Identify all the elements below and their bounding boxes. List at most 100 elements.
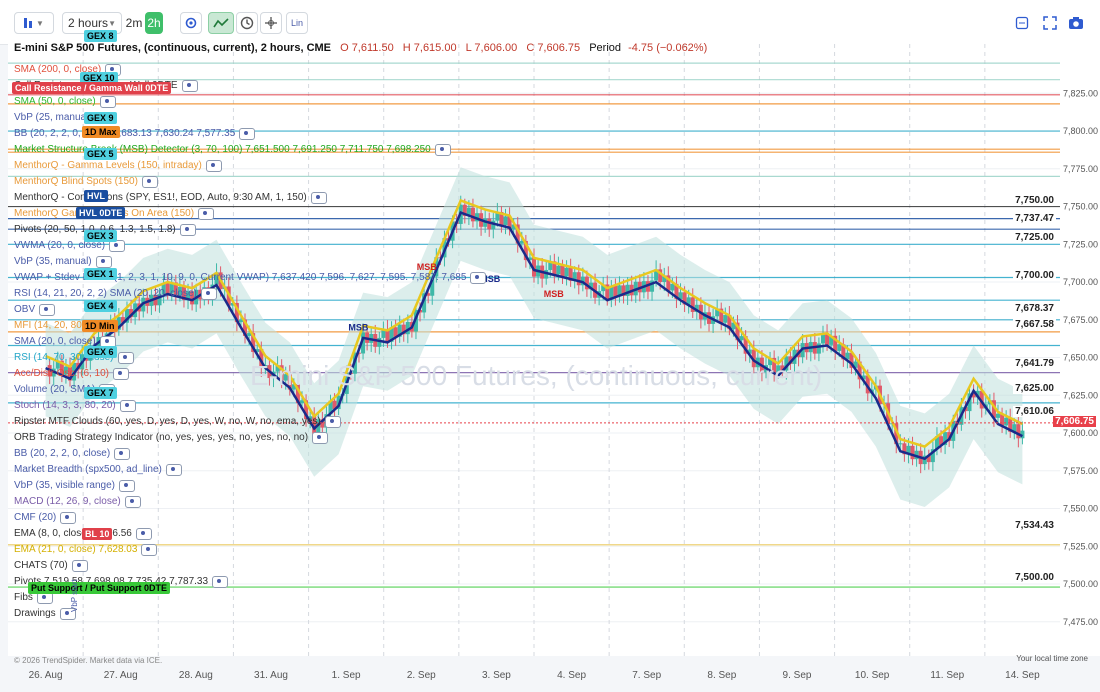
eye-icon[interactable] [135,528,152,540]
x-tick-label: 7. Sep [632,670,661,681]
y-tick-label: 7,650.00 [1063,353,1098,363]
eye-icon[interactable] [99,336,116,348]
eye-icon[interactable] [165,464,182,476]
eye-icon[interactable] [99,96,116,108]
clock-icon [240,16,254,30]
candle-body [499,211,504,226]
eye-icon[interactable] [212,576,229,588]
eye-icon[interactable] [239,128,256,140]
candle-body [165,282,170,294]
settings-button[interactable] [180,12,202,34]
eye-icon[interactable] [119,400,136,412]
eye-icon[interactable] [95,256,112,268]
eye-icon[interactable] [141,544,158,556]
legend-item[interactable]: Pivots (20, 50, 1.0, 0.6, 1.3, 1.5, 1.8) [14,222,486,238]
eye-icon[interactable] [181,80,198,92]
candle-body [898,443,903,445]
indicators-button[interactable] [208,12,234,34]
eye-icon[interactable] [39,304,56,316]
candle-body [833,335,838,351]
candle-body [308,416,313,420]
legend-label: Stoch (14, 3, 3, 80, 20) [14,400,116,411]
legend-item[interactable]: SMA (20, 0, close) [14,334,486,350]
legend-item[interactable]: SMA (50, 0, close) [14,94,486,110]
fullscreen-button[interactable] [1040,12,1060,34]
legend-item[interactable]: EMA (8, 0, close) 7,616.56 [14,526,486,542]
quick-interval-2m[interactable]: 2m [124,12,144,34]
legend-item[interactable]: CHATS (70) [14,558,486,574]
snapshot-button[interactable] [1066,12,1086,34]
eye-icon[interactable] [109,240,126,252]
legend-item[interactable]: RSI (14, 21, 20, 2, 2) SMA (20, 20, clos… [14,286,486,302]
eye-icon[interactable] [71,560,88,572]
legend-item[interactable]: BB (20, 2, 2, 0, close) [14,446,486,462]
eye-icon[interactable] [117,352,134,364]
candle-body [462,204,467,216]
price-chart[interactable]: 7,825.00 7,800.00 7,775.00 7,750.00 7,725.00… [0,44,1100,692]
candle-body [934,436,939,450]
legend-item[interactable]: BB (20, 2, 2, 0, close) 7,683.13 7,630.2… [14,126,486,142]
candle-body [304,400,309,420]
candle-body [658,269,663,283]
chart-type-button[interactable]: ▼ [14,12,54,34]
eye-icon[interactable] [60,512,77,524]
eye-icon[interactable] [205,160,222,172]
legend-item[interactable]: VbP (35, visible range) [14,478,486,494]
eye-icon[interactable] [312,432,329,444]
eye-icon[interactable] [113,368,130,380]
y-axis-background [1060,44,1100,656]
eye-icon[interactable] [124,496,141,508]
eye-icon[interactable] [198,208,215,220]
candle-body [617,285,622,297]
candle-body [576,272,581,286]
candle-body [556,265,561,275]
current-price-tag: 7,606.75 [1053,415,1096,427]
legend-item[interactable]: ORB Trading Strategy Indicator (no, yes,… [14,430,486,446]
legend-item[interactable]: CMF (20) [14,510,486,526]
candle-body [666,275,671,291]
crosshair-button[interactable] [260,12,282,34]
legend-item[interactable]: Pivots 7,519.58 7,698.08 7,735.42 7,787.… [14,574,486,590]
x-tick-label: 28. Aug [179,670,213,681]
legend-item[interactable]: Market Structure Break (MSB) Detector (3… [14,142,486,158]
eye-icon[interactable] [200,288,217,300]
legend-label: BB (20, 2, 2, 0, close) 7,683.13 7,630.2… [14,128,236,139]
legend-item[interactable]: Acc/Distr Osc. (6, 10) [14,366,486,382]
candle-body [971,393,976,398]
legend-item[interactable]: MenthorQ Blind Spots (150) [14,174,486,190]
legend-item[interactable]: Drawings [14,606,486,622]
candle-body [996,413,1001,418]
time-button[interactable] [236,12,258,34]
legend-item[interactable]: Market Breadth (spx500, ad_line) [14,462,486,478]
legend-item[interactable]: MenthorQ - Gamma Levels (150, intraday) [14,158,486,174]
legend-item[interactable]: EMA (21, 0, close) 7,628.03 [14,542,486,558]
legend-item[interactable]: OBV [14,302,486,318]
legend-item[interactable]: VWAP + Stdev Bands (1, 2, 3, 1, 10, 9, 0… [14,270,487,286]
candle-body [405,322,410,335]
eye-icon[interactable] [141,176,158,188]
eye-icon[interactable] [310,192,327,204]
ohlc-close: C 7,606.75 [526,42,581,54]
quick-interval-2h[interactable]: 2h [145,12,163,34]
legend-label: SMA (50, 0, close) [14,96,96,107]
lin-scale-button[interactable]: Lin [286,12,308,34]
line-chart-icon [213,18,229,28]
eye-icon[interactable] [114,448,131,460]
legend-item[interactable]: VWMA (20, 0, close) [14,238,486,254]
legend-item[interactable]: MenthorQ - Conversions (SPY, ES1!, EOD, … [14,190,486,206]
legend-item[interactable]: MACD (12, 26, 9, close) [14,494,486,510]
legend-item[interactable]: RSI (14, 70, 30, close) [14,350,486,366]
eye-icon[interactable] [324,416,341,428]
auto-scale-button[interactable] [1012,12,1032,34]
eye-icon[interactable] [179,224,196,236]
legend-item[interactable]: Stoch (14, 3, 3, 80, 20) [14,398,486,414]
eye-icon[interactable] [434,144,451,156]
candle-body [243,319,248,336]
legend-item[interactable]: VbP (35, manual) [14,254,486,270]
eye-icon[interactable] [470,272,487,284]
eye-icon[interactable] [59,608,76,620]
candle-body [837,344,842,351]
legend-item[interactable]: Ripster MTF Clouds (60, yes, D, yes, D, … [14,414,486,430]
eye-icon[interactable] [118,480,135,492]
candle-body [515,224,520,244]
